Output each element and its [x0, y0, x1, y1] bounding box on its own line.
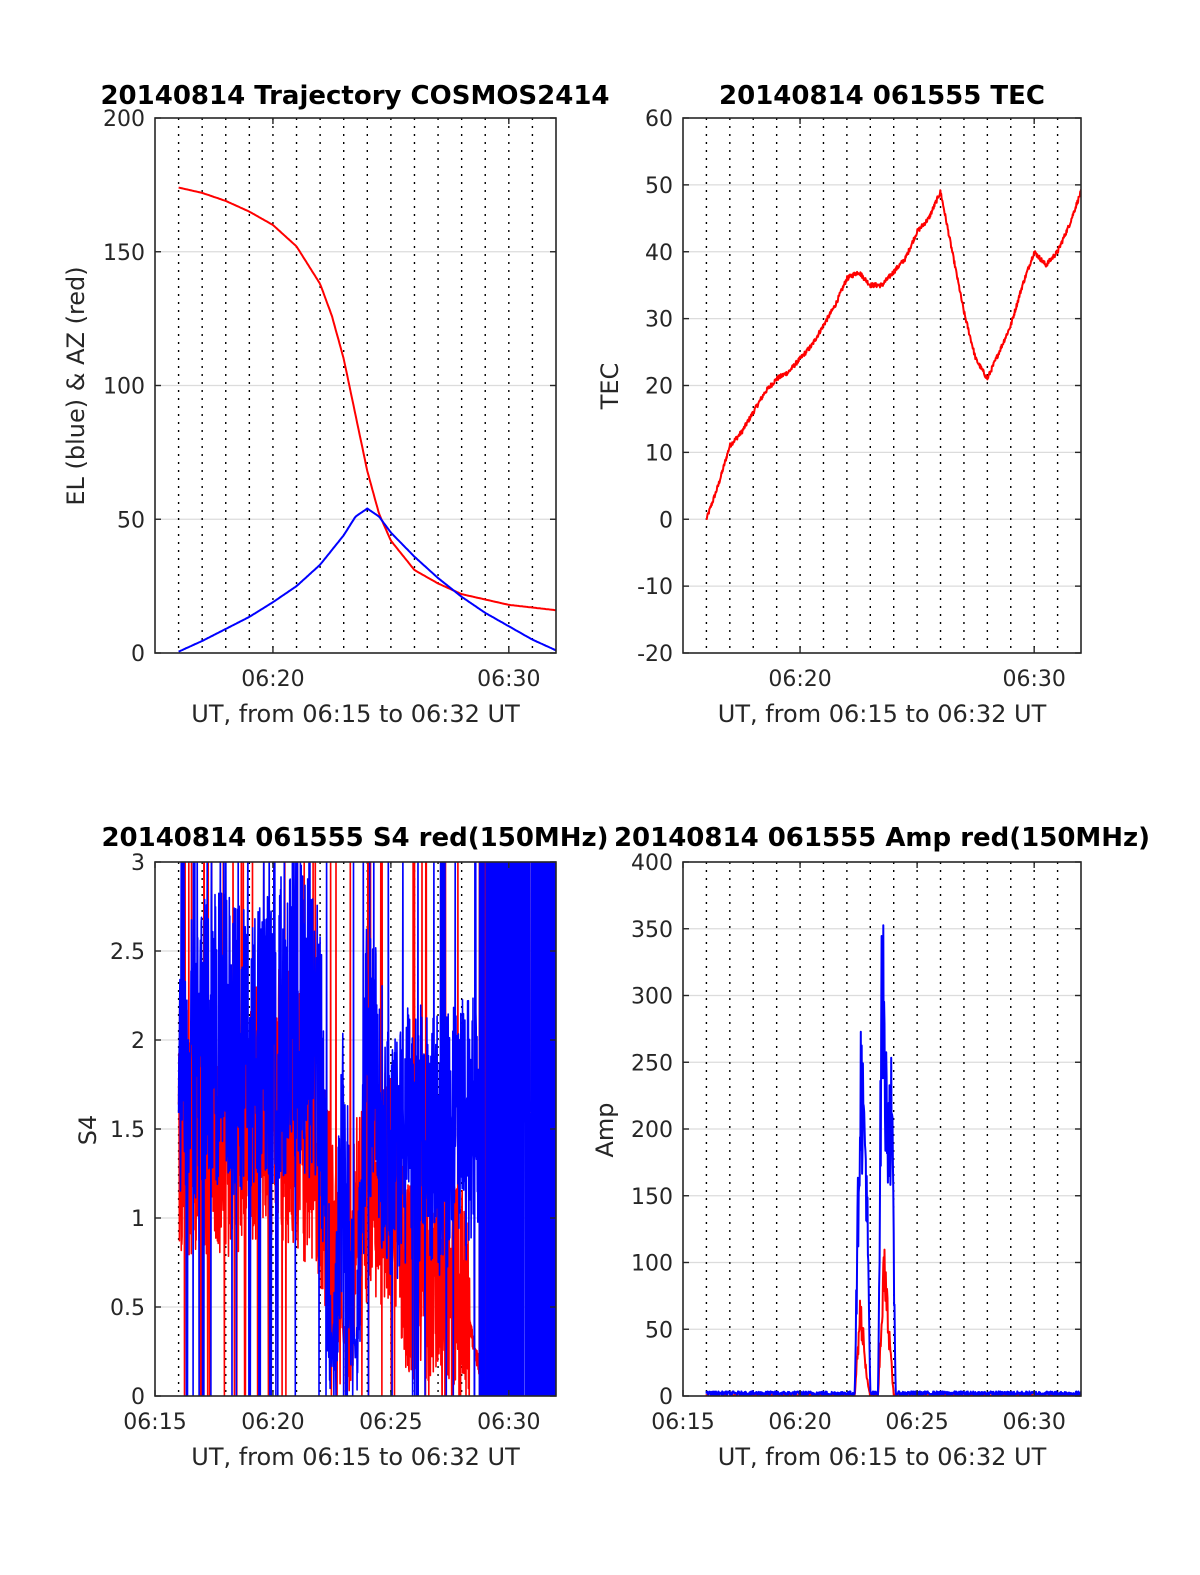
x-tick-label: 06:15: [123, 1410, 186, 1435]
y-tick-label: 2.5: [110, 940, 145, 965]
x-tick-label: 06:30: [1002, 1410, 1065, 1435]
y-tick-label: 40: [645, 241, 673, 266]
x-tick-label: 06:20: [768, 1410, 831, 1435]
x-axis-label: UT, from 06:15 to 06:32 UT: [718, 1443, 1047, 1471]
y-axis-label: S4: [74, 1115, 102, 1146]
y-axis-label: TEC: [596, 363, 624, 411]
y-tick-label: 250: [631, 1051, 673, 1076]
y-tick-label: 50: [117, 508, 145, 533]
chart-title: 20140814 061555 TEC: [719, 81, 1045, 111]
y-tick-label: 0: [659, 1385, 673, 1410]
y-tick-label: 50: [645, 1318, 673, 1343]
x-tick-label: 06:25: [359, 1410, 422, 1435]
panel-trajectory: 0 50 100 150 200 06:20 06:30 20140814 Trajector…: [62, 81, 610, 728]
series-line-2: [177, 862, 556, 1396]
plot-area: [705, 189, 1081, 520]
y-tick-label: 200: [631, 1118, 673, 1143]
panel-tec: -20 -10 0 10 20 30 40 50 60 06:20 06:30 20140814 06…: [596, 81, 1082, 728]
x-tick-label: 06:20: [768, 667, 831, 692]
y-axis-label: EL (blue) & AZ (red): [62, 266, 90, 505]
y-tick-label: 0: [131, 1385, 145, 1410]
x-tick-label: 06:30: [477, 667, 540, 692]
y-tick-label: 150: [103, 241, 145, 266]
panel-s4: 0 0.5 1 1.5 2 2.5 3 06:15 06:20 06:25 06:30 2014081…: [74, 823, 609, 1471]
y-tick-label: -20: [637, 642, 673, 667]
x-tick-label: 06:25: [885, 1410, 948, 1435]
y-tick-label: 3: [131, 851, 145, 876]
y-tick-label: 20: [645, 375, 673, 400]
y-tick-label: 100: [631, 1252, 673, 1277]
series-line-2: [178, 507, 556, 653]
y-tick-label: 2: [131, 1029, 145, 1054]
x-tick-label: 06:20: [241, 667, 304, 692]
x-tick-label: 06:15: [651, 1410, 714, 1435]
y-tick-label: 400: [631, 851, 673, 876]
series-line-1: [177, 862, 556, 1396]
x-tick-label: 06:30: [1002, 667, 1065, 692]
y-tick-label: -10: [637, 575, 673, 600]
y-tick-label: 150: [631, 1185, 673, 1210]
panel-amp: 0 50 100 150 200 250 300 350 400 06:15 06:20 06:25 0…: [591, 823, 1150, 1471]
plot-area: [178, 186, 556, 653]
x-axis-label: UT, from 06:15 to 06:32 UT: [718, 700, 1047, 728]
plot-area: [177, 862, 556, 1396]
x-axis-label: UT, from 06:15 to 06:32 UT: [191, 700, 520, 728]
chart-title: 20140814 061555 Amp red(150MHz): [614, 823, 1150, 853]
y-axis-label: Amp: [591, 1102, 619, 1157]
y-tick-label: 0.5: [110, 1296, 145, 1321]
chart-title: 20140814 061555 S4 red(150MHz): [101, 823, 608, 853]
series-line-1: [705, 189, 1081, 520]
y-tick-label: 200: [103, 107, 145, 132]
y-tick-label: 1: [131, 1207, 145, 1232]
series-line-2: [705, 924, 1081, 1396]
x-tick-label: 06:30: [477, 1410, 540, 1435]
chart-title: 20140814 Trajectory COSMOS2414: [100, 81, 609, 111]
series-line-1: [178, 186, 556, 612]
y-tick-label: 50: [645, 174, 673, 199]
x-tick-label: 06:20: [241, 1410, 304, 1435]
y-tick-label: 0: [659, 508, 673, 533]
y-tick-label: 1.5: [110, 1118, 145, 1143]
y-tick-label: 100: [103, 375, 145, 400]
y-tick-label: 60: [645, 107, 673, 132]
y-tick-label: 0: [131, 642, 145, 667]
y-tick-label: 300: [631, 985, 673, 1010]
y-tick-label: 350: [631, 918, 673, 943]
y-tick-label: 10: [645, 441, 673, 466]
y-tick-label: 30: [645, 308, 673, 333]
x-axis-label: UT, from 06:15 to 06:32 UT: [191, 1443, 520, 1471]
